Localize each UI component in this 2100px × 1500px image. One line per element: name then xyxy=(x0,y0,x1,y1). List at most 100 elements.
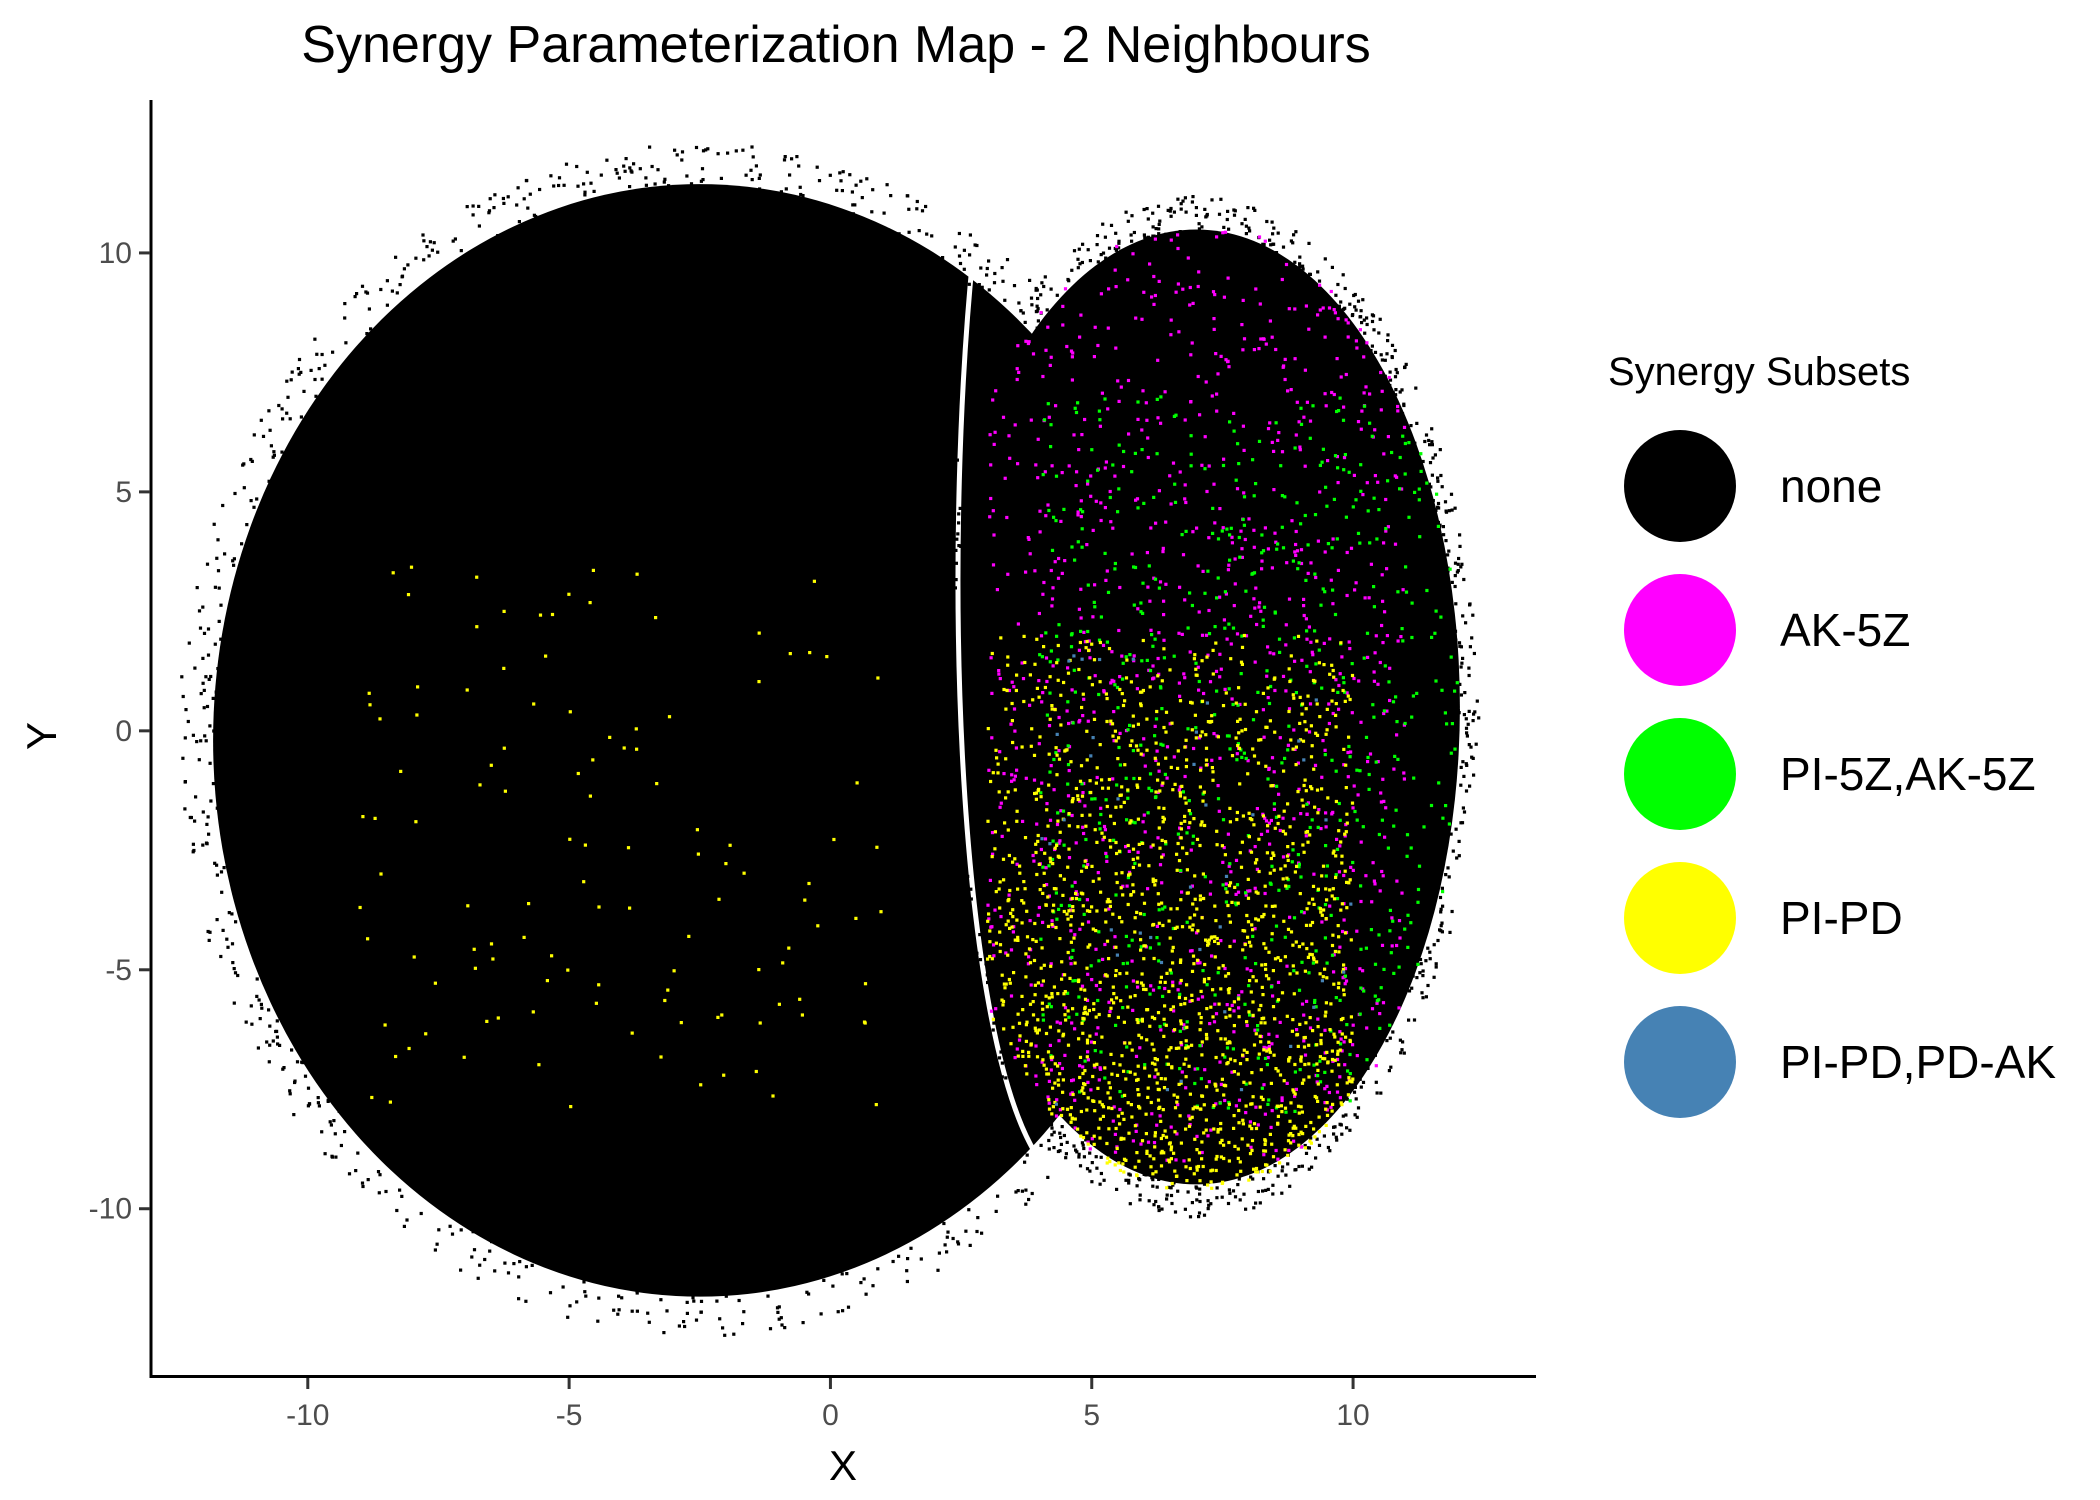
data-point-2216 xyxy=(1012,362,1016,366)
data-point-4869 xyxy=(1066,1043,1071,1047)
data-point-4241 xyxy=(1343,453,1347,457)
data-point-4729 xyxy=(1228,1014,1232,1018)
data-point-3819 xyxy=(1372,879,1376,883)
data-point-2983 xyxy=(1171,980,1175,984)
data-point-1881 xyxy=(937,834,941,838)
data-point-4970 xyxy=(1179,1002,1183,1007)
data-point-4984 xyxy=(1257,1052,1261,1056)
data-point-163 xyxy=(288,417,292,421)
data-point-1915 xyxy=(1124,210,1128,214)
data-point-169 xyxy=(215,720,219,724)
data-point-1786 xyxy=(1237,265,1241,269)
data-point-4902 xyxy=(1146,1086,1150,1090)
data-point-1211 xyxy=(477,204,481,208)
data-point-4029 xyxy=(1333,612,1338,617)
data-point-644 xyxy=(1166,809,1170,813)
data-point-2752 xyxy=(1366,1066,1370,1070)
data-point-2954 xyxy=(994,1007,998,1011)
data-point-4799 xyxy=(1117,849,1122,853)
data-point-1590 xyxy=(1116,1137,1120,1141)
data-point-1613 xyxy=(1227,227,1231,231)
data-point-3521 xyxy=(1397,1006,1401,1010)
data-point-553 xyxy=(337,384,341,388)
data-point-2922 xyxy=(1009,948,1014,952)
data-point-2091 xyxy=(1441,623,1446,627)
data-point-3964 xyxy=(1348,1099,1352,1103)
data-point-4843 xyxy=(1074,897,1078,901)
data-point-3465 xyxy=(1315,1080,1319,1084)
data-point-313 xyxy=(468,1214,472,1218)
data-point-1672 xyxy=(1310,1165,1314,1169)
data-point-4130 xyxy=(1227,622,1231,626)
data-point-4059 xyxy=(1203,875,1207,879)
data-point-2156 xyxy=(1077,247,1081,251)
data-point-2569 xyxy=(935,599,939,604)
data-point-817 xyxy=(244,1020,248,1024)
data-point-3298 xyxy=(1206,1134,1210,1138)
data-point-897 xyxy=(1132,435,1136,440)
data-point-4514 xyxy=(1347,744,1351,749)
data-point-2784 xyxy=(950,487,954,491)
data-point-3470 xyxy=(1034,1044,1038,1048)
data-point-4021 xyxy=(1331,588,1335,592)
data-point-536 xyxy=(266,528,270,532)
data-point-78 xyxy=(273,987,277,991)
data-point-144 xyxy=(391,353,395,357)
data-point-4183 xyxy=(1184,1044,1188,1048)
data-point-892 xyxy=(1195,594,1199,598)
data-point-4288 xyxy=(1124,934,1128,938)
data-point-1319 xyxy=(692,1299,696,1303)
data-point-3745 xyxy=(1214,1102,1218,1106)
data-point-647 xyxy=(1159,640,1163,644)
data-point-2137 xyxy=(1314,1156,1318,1160)
data-point-3335 xyxy=(1393,542,1398,546)
data-point-4474 xyxy=(1354,498,1358,502)
data-point-262 xyxy=(548,1291,553,1295)
data-point-283 xyxy=(180,675,184,679)
data-point-566 xyxy=(557,183,561,188)
data-point-4742 xyxy=(1016,938,1020,942)
data-point-4018 xyxy=(1089,964,1093,968)
data-point-2894 xyxy=(1169,238,1173,242)
data-point-1389 xyxy=(853,238,857,242)
data-point-2727 xyxy=(1436,476,1440,480)
data-point-4170 xyxy=(1251,934,1255,938)
data-point-2037 xyxy=(940,496,944,500)
data-point-2583 xyxy=(1453,561,1458,565)
data-point-1000 xyxy=(277,403,281,408)
data-point-51 xyxy=(1050,1110,1054,1114)
data-point-2997 xyxy=(1345,691,1349,695)
data-point-778 xyxy=(293,499,297,503)
data-point-336 xyxy=(216,538,220,542)
data-point-945 xyxy=(1086,1135,1090,1139)
data-point-4445 xyxy=(1334,769,1338,773)
data-point-1803 xyxy=(1403,971,1407,975)
data-point-1080 xyxy=(675,190,679,194)
data-point-3064 xyxy=(1079,616,1083,620)
data-point-4677 xyxy=(1246,935,1250,939)
data-point-3972 xyxy=(1116,706,1120,710)
data-point-3584 xyxy=(1047,894,1051,898)
data-point-1848 xyxy=(1441,904,1445,908)
data-point-1883 xyxy=(1056,1149,1060,1154)
data-point-4790 xyxy=(1027,1050,1031,1054)
data-point-1104 xyxy=(1179,526,1184,530)
data-point-134 xyxy=(624,157,628,161)
data-point-3838 xyxy=(1376,760,1380,764)
data-point-3114 xyxy=(1346,335,1350,339)
data-point-2340 xyxy=(1115,272,1119,276)
data-point-4325 xyxy=(1453,689,1457,693)
data-point-1062 xyxy=(1150,827,1154,831)
data-point-1635 xyxy=(1024,370,1029,374)
data-point-3319 xyxy=(1265,829,1270,833)
data-point-2065 xyxy=(1345,1097,1349,1101)
data-point-1188 xyxy=(758,1258,762,1262)
data-point-887 xyxy=(1094,411,1098,415)
data-point-1442 xyxy=(1302,1115,1306,1119)
data-point-4707 xyxy=(1308,1139,1312,1143)
data-point-4143 xyxy=(1054,891,1058,895)
data-point-1445 xyxy=(1001,1035,1005,1039)
data-point-4173 xyxy=(1048,770,1052,774)
data-point-4095 xyxy=(1433,631,1437,635)
data-point-510 xyxy=(230,728,234,732)
